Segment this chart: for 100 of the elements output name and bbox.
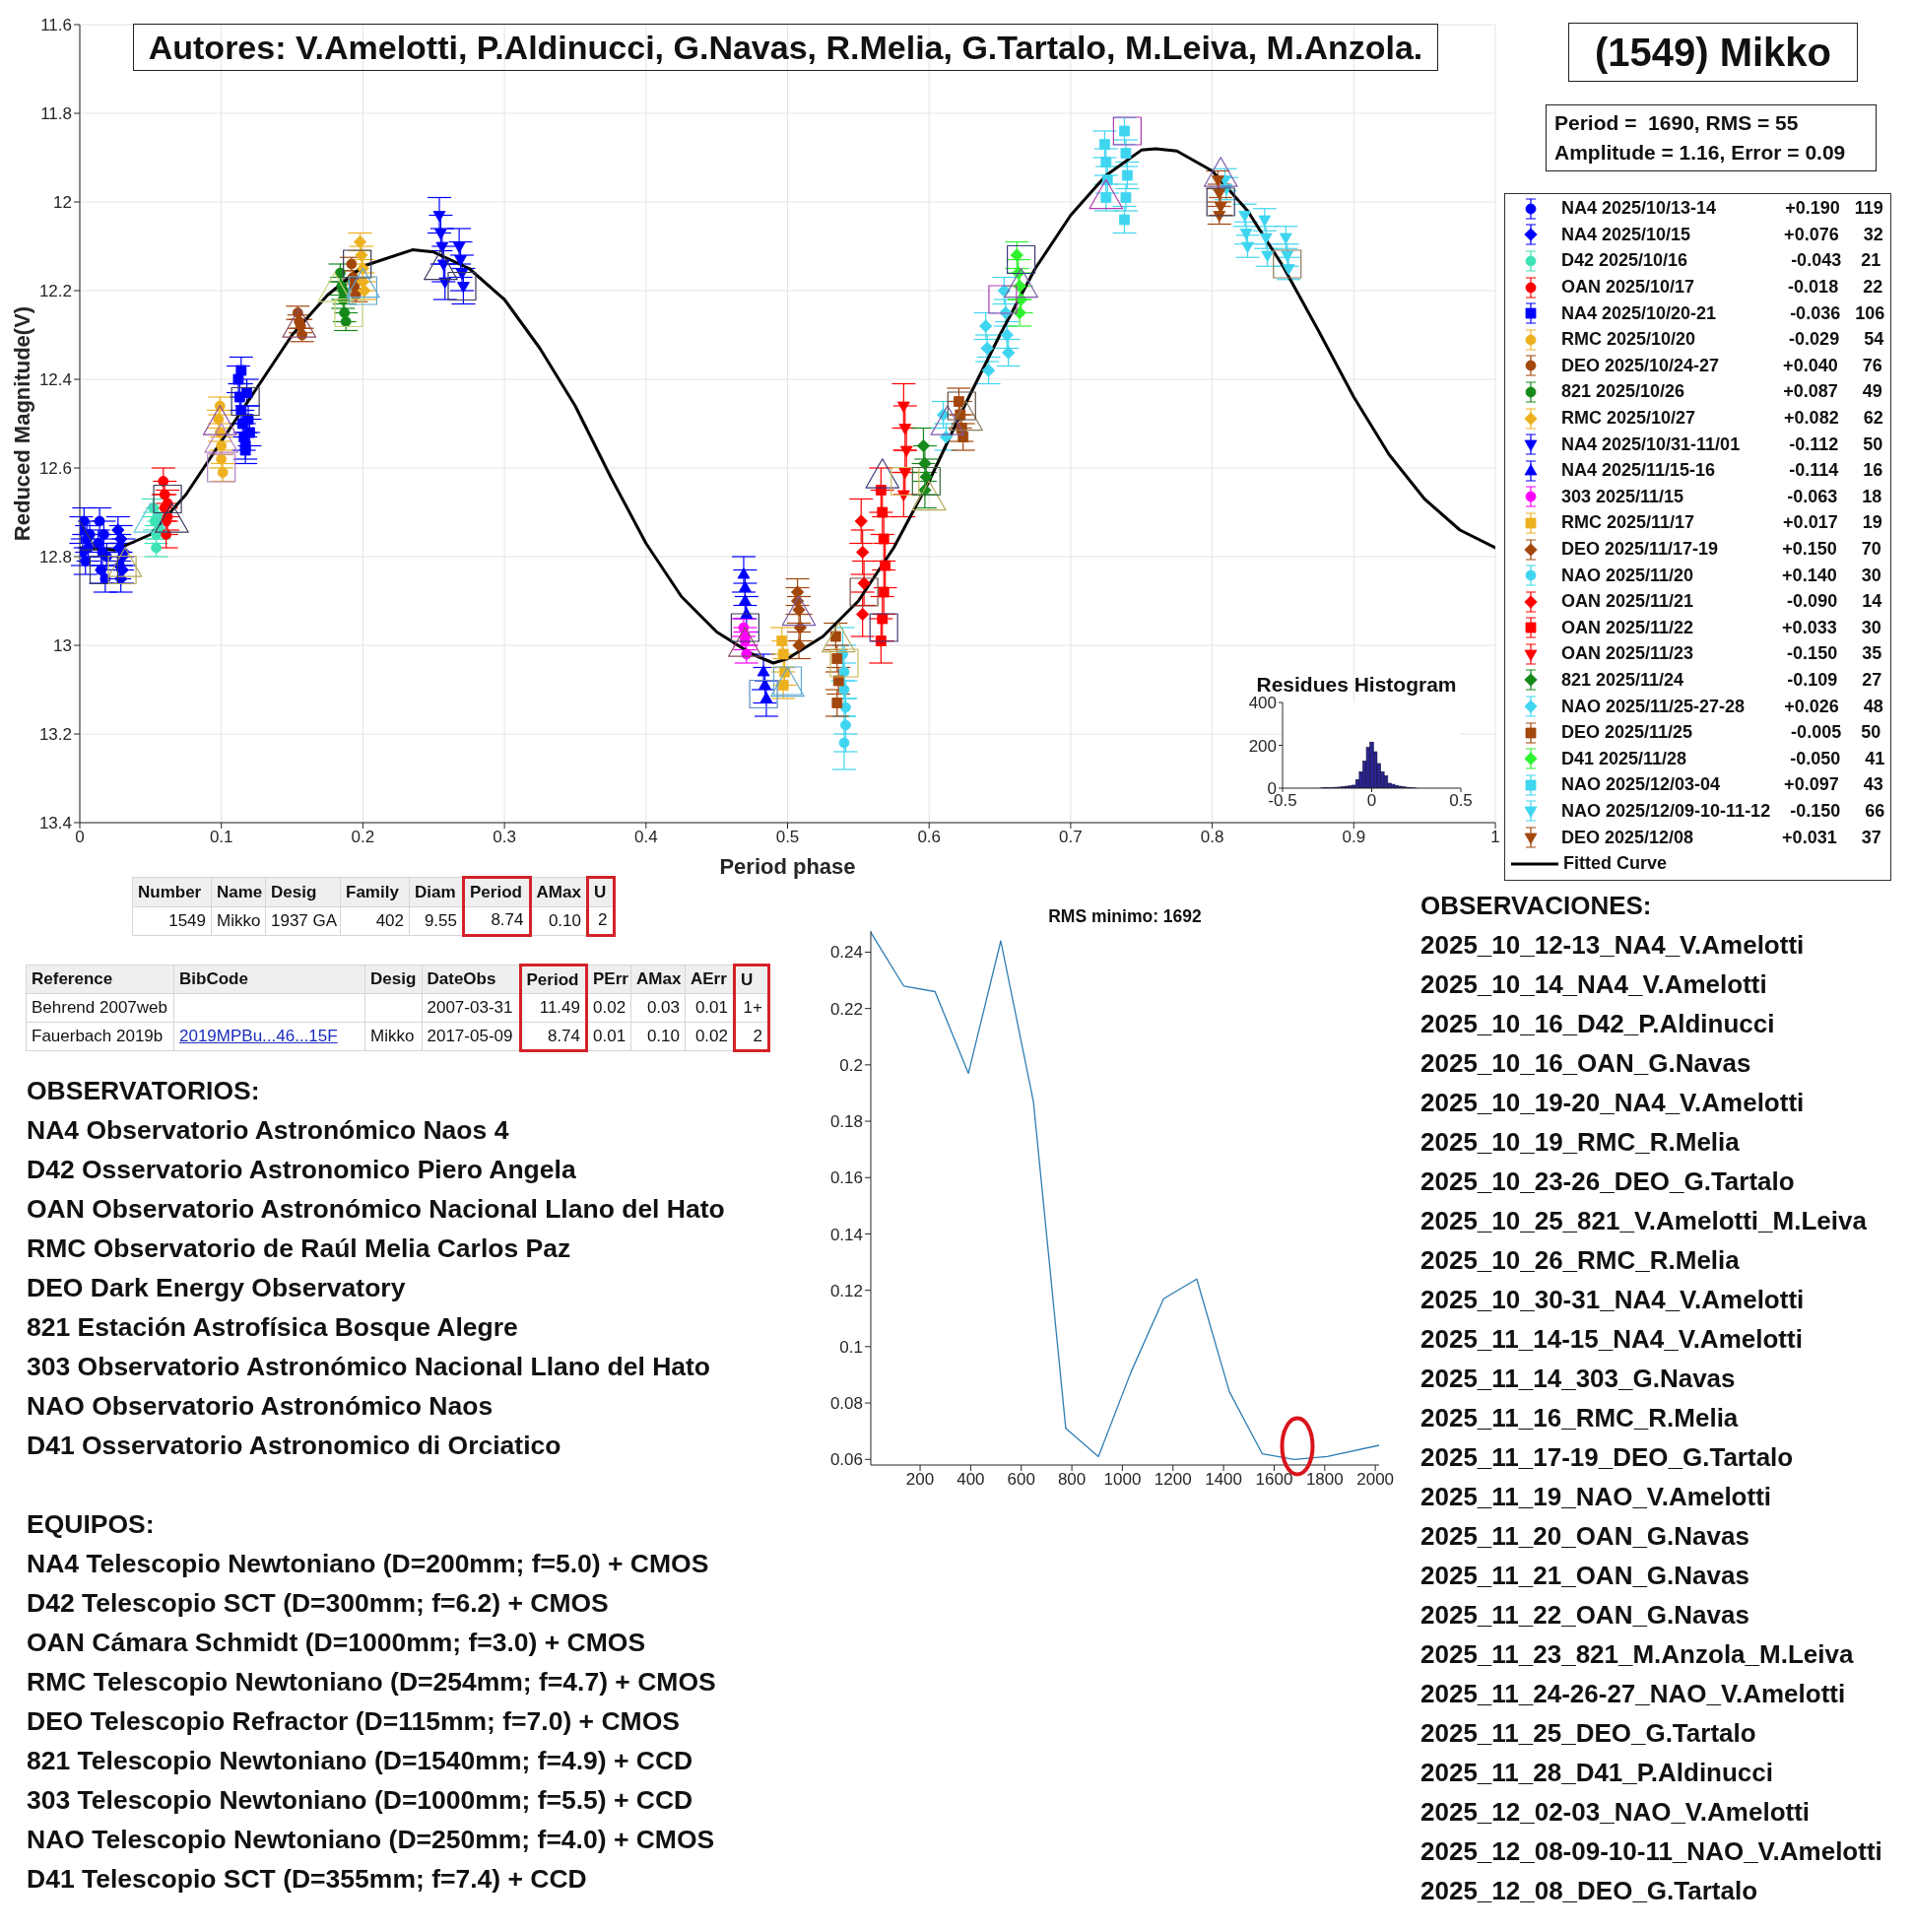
y-tick-label: 0.1 <box>839 1337 863 1357</box>
text: 2025_10_19-20_NA4_V.Amelotti <box>1420 1087 1806 1119</box>
text: EQUIPOS: <box>27 1508 156 1541</box>
text: 0.01 <box>694 998 728 1017</box>
text: OAN Observatorio Astronómico Nacional Llano del Hato <box>27 1193 725 1226</box>
x-axis-title: Period phase <box>719 854 856 879</box>
legend-label: OAN 2025/11/21 -0.090 14 <box>1561 591 1882 613</box>
text: 2025_11_17-19_DEO_G.Tartalo <box>1420 1441 1795 1474</box>
text: 2025_10_30-31_NA4_V.Amelotti <box>1420 1284 1806 1316</box>
text: 0.02 <box>593 998 627 1017</box>
text: OBSERVATORIOS: <box>27 1075 261 1107</box>
legend-label: NA4 2025/11/15-16 -0.114 16 <box>1561 460 1883 482</box>
text: 9.55 <box>424 910 457 930</box>
text: 2025_10_25_821_V.Amelotti_M.Leiva <box>1420 1205 1868 1237</box>
y-tick-label: 13.4 <box>38 814 72 833</box>
text: Fauerbach 2019b <box>32 1027 164 1045</box>
text: 2025_11_23_821_M.Anzola_M.Leiva <box>1420 1638 1855 1671</box>
text: D41 Osservatorio Astronomico di Orciatico <box>27 1430 562 1462</box>
text: 2019MPBu...46...15F <box>179 1027 338 1045</box>
text: 11.49 <box>539 998 580 1017</box>
y-tick-label: 11.8 <box>40 104 72 124</box>
text: Mikko <box>370 1027 415 1045</box>
y-tick-label: 0.12 <box>829 1281 863 1300</box>
x-tick-label: 0.3 <box>493 828 516 847</box>
text: 2025_11_19_NAO_V.Amelotti <box>1420 1481 1773 1513</box>
y-tick-label: 12.2 <box>38 282 72 301</box>
y-axis-title: Reduced Magnitude(V) <box>9 305 34 542</box>
legend-label: NAO 2025/12/03-04 +0.097 43 <box>1561 774 1883 796</box>
text: 2025_11_14-15_NA4_V.Amelotti <box>1420 1323 1804 1356</box>
text: 2025_10_16_D42_P.Aldinucci <box>1420 1008 1776 1040</box>
category-label: AMax <box>630 965 686 994</box>
text: 2025_12_08-09-10-11_NAO_V.Amelotti <box>1420 1835 1882 1868</box>
text: RMC Telescopio Newtoniano (D=254mm; f=4.7) + CMOS <box>27 1666 716 1699</box>
text: 8.74 <box>491 910 524 930</box>
y-tick-label: 200 <box>1248 736 1277 756</box>
text: DEO Dark Energy Observatory <box>27 1272 407 1304</box>
text: 2007-03-31 <box>427 998 513 1017</box>
legend-label: NAO 2025/11/25-27-28 +0.026 48 <box>1561 696 1883 717</box>
x-tick-label: 0.8 <box>1200 828 1224 847</box>
text: 2025_11_21_OAN_G.Navas <box>1420 1560 1750 1592</box>
text: 2 <box>753 1026 762 1045</box>
chart-title: Residues Histogram <box>1255 673 1458 697</box>
text: 2025_11_28_D41_P.Aldinucci <box>1420 1757 1774 1789</box>
text: 0.01 <box>593 1027 627 1045</box>
x-tick-label: 0.5 <box>1449 791 1473 811</box>
text: 2025_11_20_OAN_G.Navas <box>1420 1520 1750 1553</box>
text: Behrend 2007web <box>32 998 168 1017</box>
category-label: Desig <box>265 877 341 907</box>
chart-subtitle: Autores: V.Amelotti, P.Aldinucci, G.Navas, R.Melia, G.Tartalo, M.Leiva, M.Anzola. <box>133 24 1438 71</box>
x-tick-label: 2000 <box>1356 1470 1395 1490</box>
legend-label: OAN 2025/11/22 +0.033 30 <box>1561 617 1881 638</box>
legend-label: NA4 2025/10/31-11/01 -0.112 50 <box>1561 433 1883 455</box>
legend-label: NAO 2025/11/20 +0.140 30 <box>1561 565 1881 586</box>
legend-label: 821 2025/11/24 -0.109 27 <box>1561 669 1882 691</box>
text: 2025_10_23-26_DEO_G.Tartalo <box>1420 1166 1796 1198</box>
legend-label: OAN 2025/10/17 -0.018 22 <box>1561 277 1883 299</box>
legend-label: DEO 2025/11/25 -0.005 50 <box>1561 722 1881 744</box>
category-label: AMax <box>530 877 588 907</box>
x-tick-label: 1400 <box>1205 1470 1243 1490</box>
text: 2025_11_14_303_G.Navas <box>1420 1363 1737 1395</box>
text: 0.10 <box>646 1027 680 1045</box>
text: Amplitude = 1.16, Error = 0.09 <box>1554 140 1846 166</box>
text: 0.10 <box>548 910 581 930</box>
category-label: PErr <box>586 965 631 994</box>
legend-label: D41 2025/11/28 -0.050 41 <box>1561 748 1885 769</box>
x-tick-label: 600 <box>1007 1470 1035 1490</box>
text: 2025_10_16_OAN_G.Navas <box>1420 1047 1752 1080</box>
legend-label: 821 2025/10/26 +0.087 49 <box>1561 381 1882 403</box>
x-tick-label: 1600 <box>1255 1470 1293 1490</box>
y-tick-label: 0.14 <box>829 1225 863 1244</box>
x-tick-label: 1 <box>1490 828 1500 847</box>
y-tick-label: 12.4 <box>38 370 72 390</box>
text: 0.03 <box>646 998 680 1017</box>
y-tick-label: 400 <box>1248 694 1277 713</box>
text: 2017-05-09 <box>427 1027 513 1045</box>
category-label: Period <box>520 965 587 994</box>
text: OAN Cámara Schmidt (D=1000mm; f=3.0) + CMOS <box>27 1627 647 1659</box>
legend-label: NA4 2025/10/20-21 -0.036 106 <box>1561 302 1885 324</box>
x-tick-label: 0.2 <box>351 828 375 847</box>
category-label: Desig <box>364 965 422 994</box>
x-tick-label: 200 <box>905 1470 935 1490</box>
category-label: U <box>734 965 769 994</box>
text: 2025_11_24-26-27_NAO_V.Amelotti <box>1420 1678 1847 1710</box>
x-tick-label: 0.4 <box>633 828 658 847</box>
x-tick-label: 1200 <box>1154 1470 1192 1490</box>
text: 2025_11_22_OAN_G.Navas <box>1420 1599 1750 1632</box>
text: 821 Estación Astrofísica Bosque Alegre <box>27 1311 519 1344</box>
category-label: Diam <box>409 877 464 907</box>
text: DEO Telescopio Refractor (D=115mm; f=7.0) + CMOS <box>27 1705 681 1738</box>
text: RMC Observatorio de Raúl Melia Carlos Paz <box>27 1232 572 1265</box>
legend-label: RMC 2025/10/27 +0.082 62 <box>1561 408 1883 430</box>
legend-label: NA4 2025/10/15 +0.076 32 <box>1561 224 1883 245</box>
text: 303 Observatorio Astronómico Nacional Llano del Hato <box>27 1351 712 1383</box>
x-tick-label: 0.9 <box>1342 828 1366 847</box>
y-tick-label: 13 <box>53 636 72 656</box>
legend-label: RMC 2025/11/17 +0.017 19 <box>1561 512 1882 534</box>
legend-label: DEO 2025/12/08 +0.031 37 <box>1561 827 1881 848</box>
category-label: Number <box>132 877 212 907</box>
chart-title: RMS minimo: 1692 <box>1047 904 1203 928</box>
y-tick-label: 0.24 <box>829 943 863 963</box>
